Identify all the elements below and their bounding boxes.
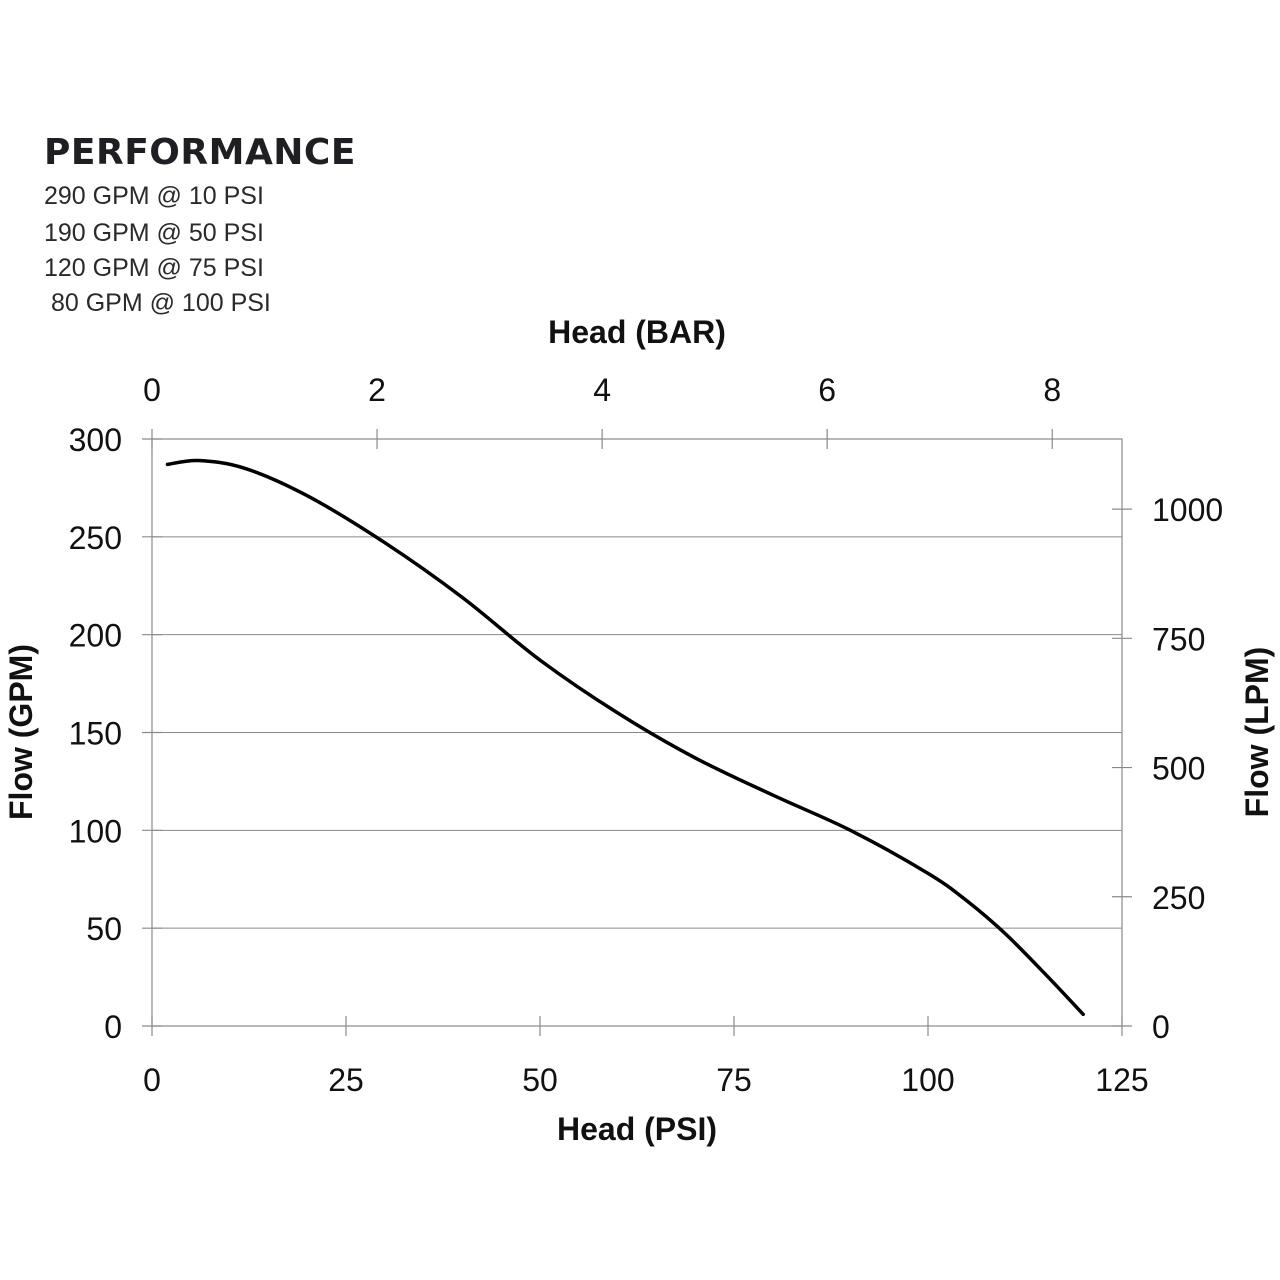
- y-tick-label: 250: [69, 520, 122, 556]
- x2-tick-label: 0: [143, 372, 161, 408]
- performance-line: 290 GPM @ 10 PSI: [44, 182, 264, 210]
- x-tick-label: 25: [328, 1062, 364, 1098]
- x-tick-label: 100: [901, 1062, 954, 1098]
- x2-tick-label: 4: [593, 372, 611, 408]
- performance-title: PERFORMANCE: [44, 132, 356, 173]
- x2-tick-label: 8: [1043, 372, 1061, 408]
- performance-line: 80 GPM @ 100 PSI: [44, 289, 271, 317]
- x-tick-label: 125: [1095, 1062, 1148, 1098]
- y2-tick-label: 750: [1152, 621, 1205, 657]
- y-tick-label: 100: [69, 813, 122, 849]
- y2-tick-label: 250: [1152, 880, 1205, 916]
- y-tick-label: 200: [69, 618, 122, 654]
- y2-axis-title: Flow (LPM): [1239, 647, 1275, 818]
- y2-tick-label: 0: [1152, 1009, 1170, 1045]
- x-axis-title: Head (PSI): [557, 1111, 717, 1147]
- performance-curve: [165, 458, 1085, 1017]
- performance-block: PERFORMANCE 290 GPM @ 10 PSI 190 GPM @ 5…: [44, 128, 356, 322]
- y2-tick-label: 1000: [1152, 492, 1223, 528]
- y-tick-label: 150: [69, 716, 122, 752]
- performance-line: 120 GPM @ 75 PSI: [44, 254, 264, 282]
- x-tick-label: 75: [716, 1062, 752, 1098]
- y-axis-title: Flow (GPM): [3, 644, 39, 820]
- x2-tick-label: 6: [818, 372, 836, 408]
- y-tick-label: 50: [86, 911, 122, 947]
- x2-axis-title: Head (BAR): [548, 314, 726, 350]
- x2-tick-label: 2: [368, 372, 386, 408]
- x-tick-label: 0: [143, 1062, 161, 1098]
- y-tick-label: 300: [69, 422, 122, 458]
- y-tick-label: 0: [104, 1009, 122, 1045]
- performance-line: 190 GPM @ 50 PSI: [44, 219, 264, 247]
- y2-tick-label: 500: [1152, 751, 1205, 787]
- x-tick-label: 50: [522, 1062, 558, 1098]
